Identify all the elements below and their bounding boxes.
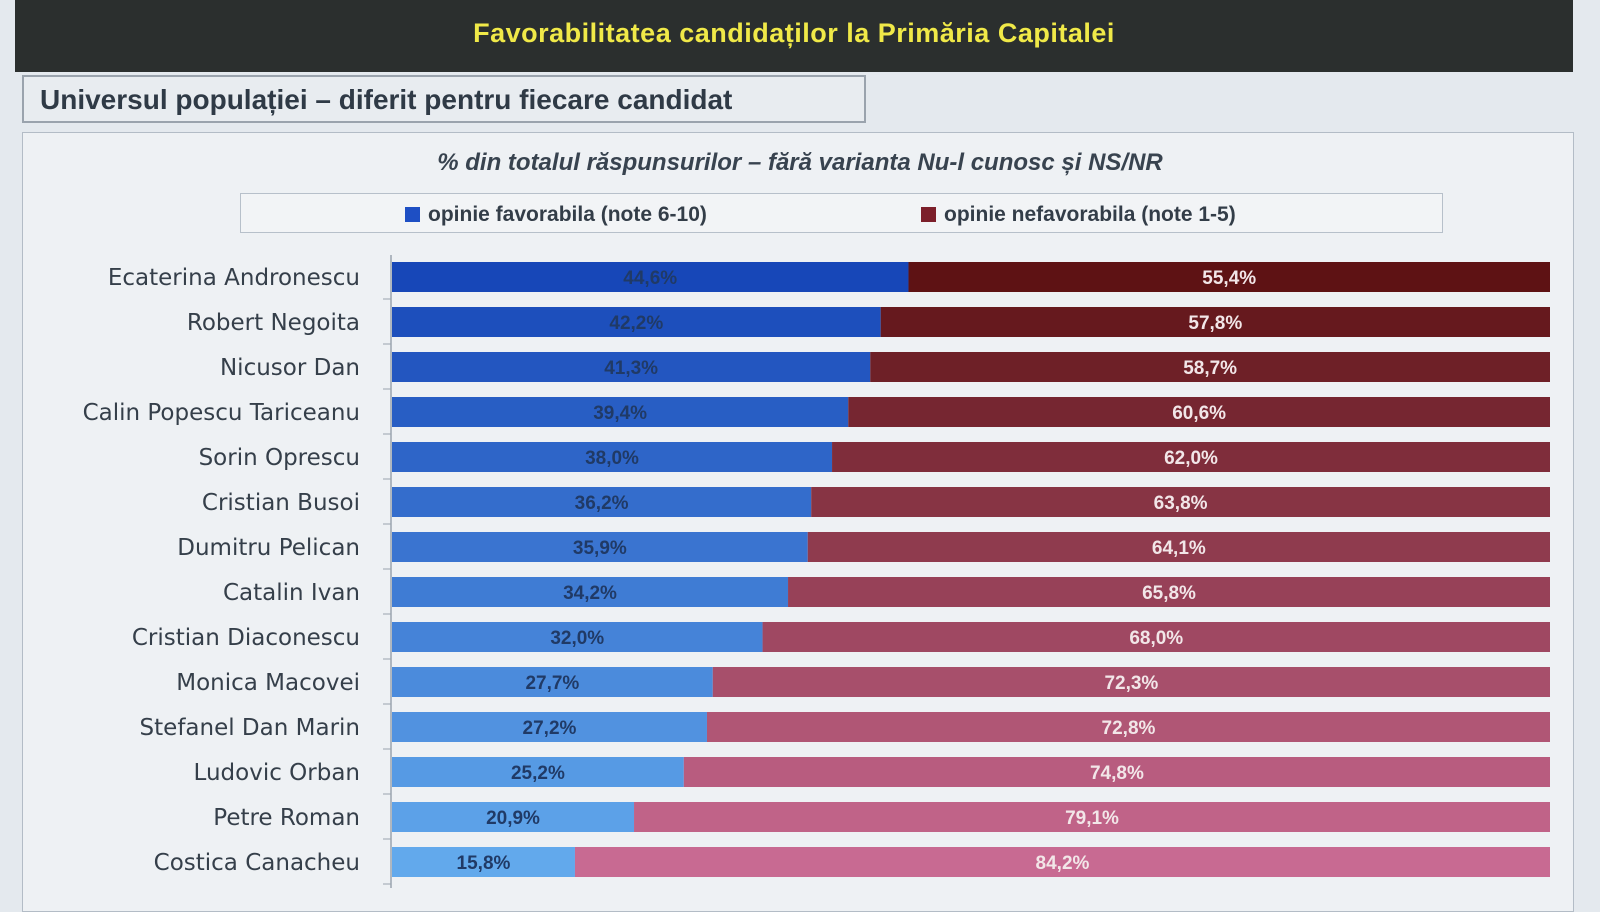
bar-unfavorable <box>848 397 1550 427</box>
bar-favorable <box>392 847 575 877</box>
data-label-unfavorable: 72,3% <box>1104 673 1158 694</box>
data-label-favorable: 41,3% <box>604 358 658 379</box>
data-label-favorable: 27,7% <box>525 673 579 694</box>
bar-favorable <box>392 577 789 607</box>
data-label-unfavorable: 84,2% <box>1036 853 1090 874</box>
legend-swatch-favorable <box>405 207 420 222</box>
data-label-unfavorable: 55,4% <box>1202 268 1256 289</box>
bar-favorable <box>392 262 909 292</box>
bars-group: Ecaterina Andronescu 44,6% 55,4% Robert Neg… <box>83 262 1550 885</box>
data-label-favorable: 39,4% <box>593 403 647 424</box>
category-label: Cristian Busoi <box>202 490 360 516</box>
data-label-favorable: 32,0% <box>550 628 604 649</box>
bar-favorable <box>392 307 881 337</box>
data-label-unfavorable: 64,1% <box>1152 538 1206 559</box>
data-label-unfavorable: 79,1% <box>1065 808 1119 829</box>
legend-swatch-unfavorable <box>921 207 936 222</box>
data-label-unfavorable: 58,7% <box>1183 358 1237 379</box>
category-label: Monica Macovei <box>176 670 360 696</box>
bar-favorable <box>392 712 707 742</box>
legend-item-favorable: opinie favorabila (note 6-10) <box>405 203 707 227</box>
category-label: Cristian Diaconescu <box>132 625 360 651</box>
subtitle: Universul populației – diferit pentru fi… <box>40 84 733 115</box>
legend-label-favorable: opinie favorabila (note 6-10) <box>428 203 707 226</box>
bar-unfavorable <box>870 352 1550 382</box>
bar-unfavorable <box>811 487 1550 517</box>
category-label: Stefanel Dan Marin <box>140 715 360 741</box>
bar-favorable <box>392 442 833 472</box>
bar-favorable <box>392 622 763 652</box>
data-label-unfavorable: 72,8% <box>1102 718 1156 739</box>
bar-unfavorable <box>807 532 1550 562</box>
bar-unfavorable <box>712 667 1550 697</box>
data-label-unfavorable: 65,8% <box>1142 583 1196 604</box>
data-label-unfavorable: 57,8% <box>1188 313 1242 334</box>
category-label: Nicusor Dan <box>220 355 360 381</box>
bar-unfavorable <box>788 577 1550 607</box>
category-label: Robert Negoita <box>187 310 360 336</box>
category-label: Calin Popescu Tariceanu <box>83 400 360 426</box>
data-label-favorable: 42,2% <box>609 313 663 334</box>
legend-item-unfavorable: opinie nefavorabila (note 1-5) <box>921 203 1236 227</box>
bar-favorable <box>392 757 684 787</box>
bar-unfavorable <box>574 847 1550 877</box>
subtitle-box: Universul populației – diferit pentru fi… <box>22 75 866 123</box>
data-label-unfavorable: 63,8% <box>1154 493 1208 514</box>
title-bar: Favorabilitatea candidaților la Primăria… <box>15 0 1573 72</box>
data-label-unfavorable: 60,6% <box>1172 403 1226 424</box>
data-label-favorable: 15,8% <box>457 853 511 874</box>
data-label-favorable: 35,9% <box>573 538 627 559</box>
bar-unfavorable <box>762 622 1550 652</box>
category-label: Ecaterina Andronescu <box>108 265 360 291</box>
bar-favorable <box>392 802 635 832</box>
category-label: Petre Roman <box>213 805 360 831</box>
data-label-unfavorable: 62,0% <box>1164 448 1218 469</box>
bar-unfavorable <box>880 307 1550 337</box>
data-label-favorable: 44,6% <box>623 268 677 289</box>
bar-unfavorable <box>683 757 1550 787</box>
bar-unfavorable <box>908 262 1550 292</box>
data-label-unfavorable: 74,8% <box>1090 763 1144 784</box>
data-label-unfavorable: 68,0% <box>1129 628 1183 649</box>
page-title: Favorabilitatea candidaților la Primăria… <box>473 18 1115 48</box>
category-label: Costica Canacheu <box>154 850 360 876</box>
bar-favorable <box>392 487 812 517</box>
bar-unfavorable <box>832 442 1550 472</box>
data-label-favorable: 20,9% <box>486 808 540 829</box>
bar-unfavorable <box>706 712 1550 742</box>
legend-label-unfavorable: opinie nefavorabila (note 1-5) <box>944 203 1236 226</box>
bar-unfavorable <box>634 802 1550 832</box>
data-label-favorable: 27,2% <box>523 718 577 739</box>
category-label: Catalin Ivan <box>223 580 360 606</box>
bar-favorable <box>392 667 713 697</box>
category-label: Dumitru Pelican <box>177 535 360 561</box>
chart-title: % din totalul răspunsurilor – fără varia… <box>437 149 1163 176</box>
data-label-favorable: 36,2% <box>575 493 629 514</box>
bar-favorable <box>392 532 808 562</box>
bar-favorable <box>392 397 849 427</box>
category-label: Ludovic Orban <box>194 760 360 786</box>
data-label-favorable: 34,2% <box>563 583 617 604</box>
bar-favorable <box>392 352 871 382</box>
legend: opinie favorabila (note 6-10) opinie nef… <box>240 193 1443 233</box>
category-label: Sorin Oprescu <box>199 445 360 471</box>
data-label-favorable: 25,2% <box>511 763 565 784</box>
data-label-favorable: 38,0% <box>585 448 639 469</box>
